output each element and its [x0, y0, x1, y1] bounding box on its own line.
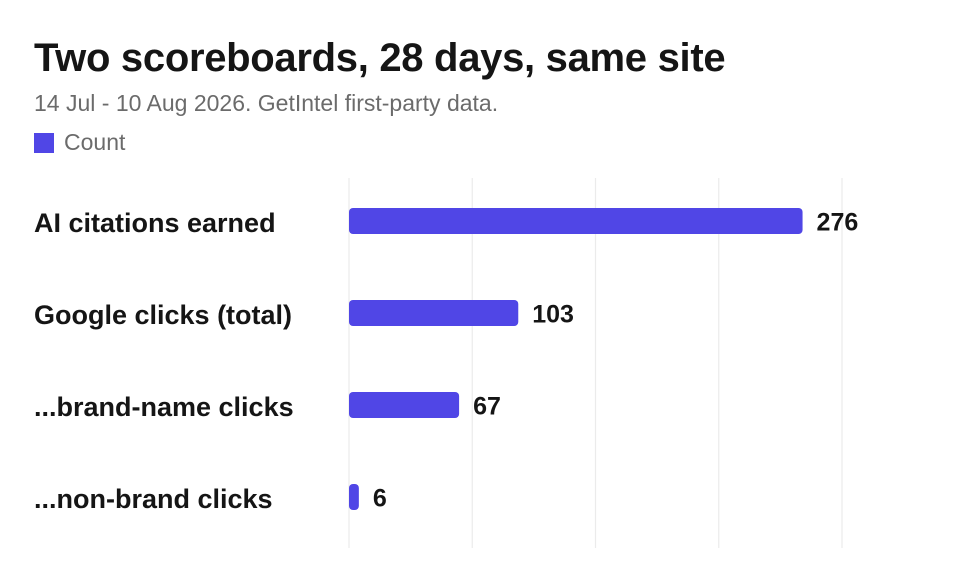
value-label: 6 [373, 485, 387, 513]
bars [349, 208, 803, 510]
value-label: 67 [473, 393, 501, 421]
chart-title: Two scoreboards, 28 days, same site [34, 36, 726, 80]
chart-legend: Count [34, 129, 125, 156]
bar [349, 300, 519, 326]
category-label: ...brand-name clicks [34, 392, 294, 422]
labels: AI citations earned 276 Google clicks (tot… [34, 208, 858, 514]
value-label: 103 [532, 301, 574, 329]
category-label: Google clicks (total) [34, 300, 292, 330]
chart-subtitle: 14 Jul - 10 Aug 2026. GetIntel first-par… [34, 90, 499, 116]
category-label: ...non-brand clicks [34, 484, 273, 514]
value-label: 276 [817, 209, 859, 237]
bar [349, 484, 359, 510]
bar [349, 392, 460, 418]
legend-swatch [34, 132, 54, 153]
legend-label: Count [64, 129, 126, 155]
gridlines [348, 178, 843, 548]
bar [349, 208, 803, 234]
category-label: AI citations earned [34, 208, 276, 238]
